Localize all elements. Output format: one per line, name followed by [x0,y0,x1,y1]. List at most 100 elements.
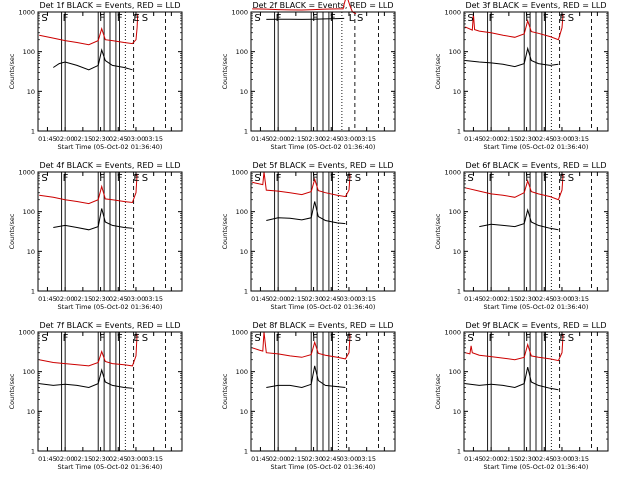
event-marker: L [349,13,355,24]
y-tick-label: 1 [31,128,35,136]
x-tick-label: 03:00 [553,295,572,303]
y-tick-label: 1 [457,128,461,136]
event-marker: F [276,173,282,184]
x-tick-label: 02:15 [286,135,305,143]
event-marker: F [489,333,495,344]
event-marker: F [117,13,123,24]
x-tick-label: 02:45 [535,295,554,303]
event-marker: S [142,173,148,184]
x-tick-label: 02:45 [535,455,554,463]
x-axis-label: Start Time (05-Oct-02 01:36:40) [484,143,589,151]
event-marker: S [568,13,574,24]
y-axis-label: Counts/sec [434,53,442,89]
event-marker: S [467,333,473,344]
event-marker: S [142,333,148,344]
y-tick-label: 100 [23,208,35,216]
event-marker: F [312,13,318,24]
x-tick-label: 02:30 [304,135,323,143]
y-tick-label: 10 [27,88,35,96]
panel-title: Det 1f BLACK = Events, RED = LLD [39,1,180,10]
event-marker: S [467,173,473,184]
y-tick-label: 1000 [231,169,248,177]
x-tick-label: 02:15 [73,295,92,303]
event-marker: S [41,333,47,344]
y-axis-label: Counts/sec [221,213,229,249]
event-marker: F [543,13,549,24]
x-tick-label: 02:00 [56,295,75,303]
x-axis-label: Start Time (05-Oct-02 01:36:40) [58,463,163,471]
panel-title: Det 4f BLACK = Events, RED = LLD [39,161,180,170]
plot-frame [463,331,609,452]
x-tick-label: 03:15 [144,455,163,463]
event-marker: E [559,13,565,24]
event-marker: S [41,13,47,24]
series-line-events [266,201,346,225]
x-tick-label: 03:15 [357,135,376,143]
x-axis-label: Start Time (05-Oct-02 01:36:40) [271,303,376,311]
x-tick-label: 02:45 [109,135,128,143]
x-tick-label: 01:45 [38,135,57,143]
y-axis-label: Counts/sec [434,373,442,409]
event-marker: F [63,13,69,24]
y-tick-label: 1000 [18,9,35,17]
x-axis-label: Start Time (05-Oct-02 01:36:40) [271,143,376,151]
panel-1: Det 1f BLACK = Events, RED = LLD 1 10 100 10… [8,1,183,151]
series-line-events [266,17,345,20]
x-tick-label: 03:15 [357,455,376,463]
x-tick-label: 02:00 [482,455,501,463]
plot-frame [37,171,183,292]
event-marker: F [312,333,318,344]
series-line-events [39,368,133,389]
y-tick-label: 100 [23,48,35,56]
x-tick-label: 03:00 [127,455,146,463]
x-tick-label: 02:00 [56,135,75,143]
x-tick-label: 03:15 [570,295,589,303]
series-line-events [479,208,559,231]
x-tick-label: 01:45 [464,295,483,303]
event-marker: F [99,173,105,184]
x-tick-label: 02:00 [482,135,501,143]
x-tick-label: 02:30 [517,295,536,303]
panel-2: Det 2f BLACK = Events, RED = LLD 1 10 100 10… [221,0,396,151]
series-line-events [53,48,133,71]
x-tick-label: 02:30 [91,135,110,143]
event-marker: S [254,333,260,344]
series-line-lld [39,173,138,205]
y-tick-label: 1 [244,288,248,296]
event-marker: F [489,13,495,24]
y-axis-label: Counts/sec [434,213,442,249]
event-marker: F [117,333,123,344]
panel-title: Det 8f BLACK = Events, RED = LLD [252,321,393,330]
event-marker: E [133,333,139,344]
x-tick-label: 01:45 [464,455,483,463]
event-marker: F [99,13,105,24]
panel-5: Det 5f BLACK = Events, RED = LLD 1 10 100 10… [221,161,396,311]
x-tick-label: 03:15 [144,295,163,303]
y-tick-label: 100 [449,208,461,216]
y-axis-label: Counts/sec [221,373,229,409]
panel-6: Det 6f BLACK = Events, RED = LLD 1 10 100 10… [434,161,609,311]
x-tick-label: 02:00 [269,295,288,303]
series-line-events [465,366,559,391]
y-tick-label: 10 [453,408,461,416]
event-marker: S [142,13,148,24]
x-tick-label: 02:30 [517,455,536,463]
x-tick-label: 02:45 [535,135,554,143]
event-marker: F [525,173,531,184]
y-tick-label: 100 [236,208,248,216]
panel-title: Det 9f BLACK = Events, RED = LLD [465,321,606,330]
x-tick-label: 01:45 [38,455,57,463]
y-tick-label: 100 [449,368,461,376]
x-tick-label: 02:15 [499,455,518,463]
series-line-lld [464,13,564,41]
event-marker: F [525,333,531,344]
panel-4: Det 4f BLACK = Events, RED = LLD 1 10 100 10… [8,161,183,311]
x-tick-label: 02:45 [322,455,341,463]
series-line-events [53,208,133,231]
y-axis-label: Counts/sec [8,373,16,409]
panel-title: Det 6f BLACK = Events, RED = LLD [465,161,606,170]
x-axis-label: Start Time (05-Oct-02 01:36:40) [484,303,589,311]
plot-frame [250,331,396,452]
panel-title: Det 2f BLACK = Events, RED = LLD [252,1,393,10]
